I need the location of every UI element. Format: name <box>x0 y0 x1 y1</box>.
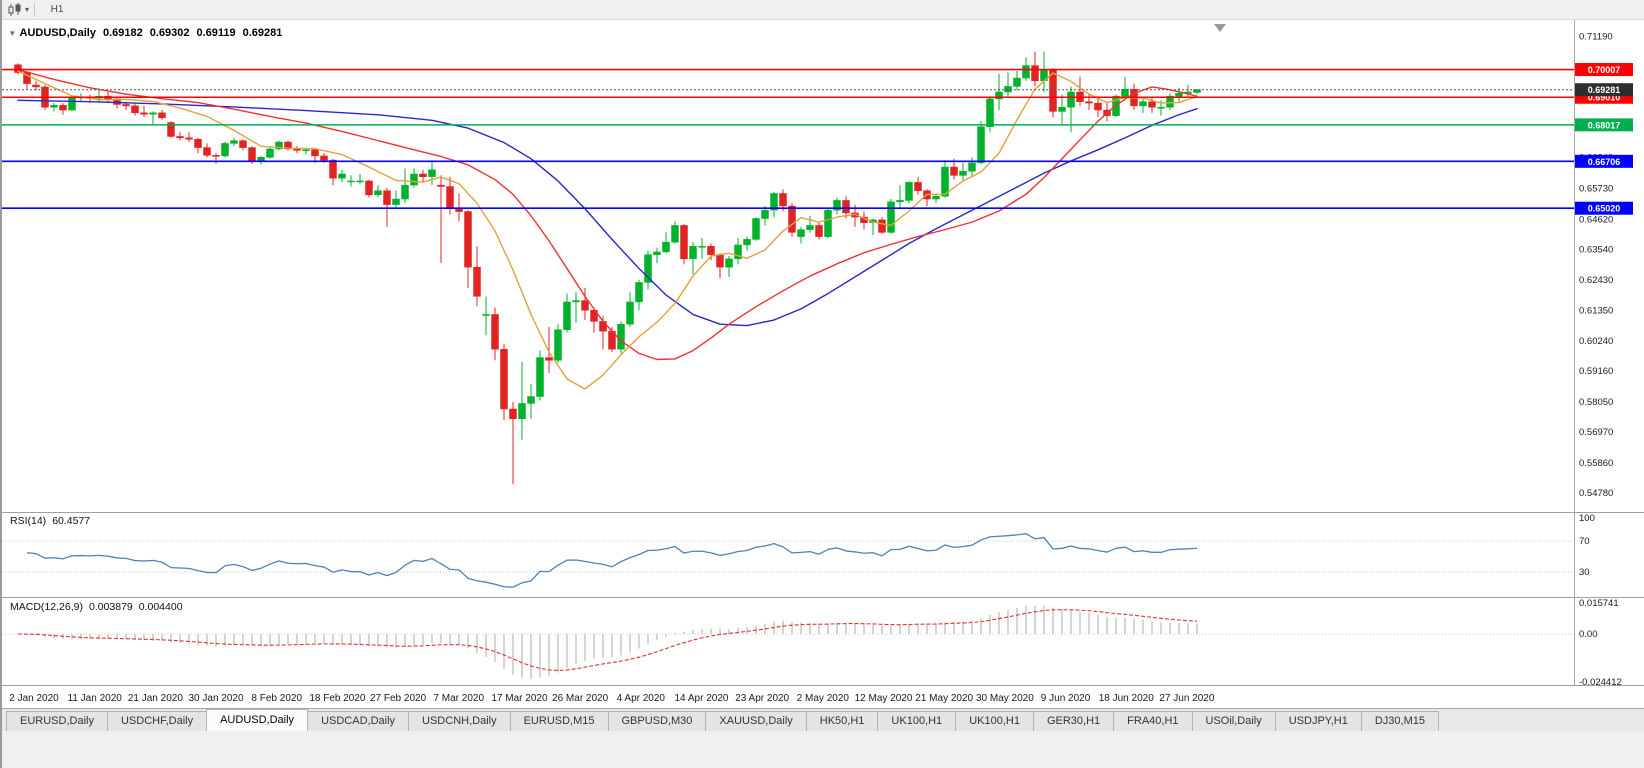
toolbar-separator <box>34 2 36 17</box>
price-line-badge <box>1575 154 1633 168</box>
svg-text:0.62430: 0.62430 <box>1579 275 1613 286</box>
chart-tab-usdjpy-h1[interactable]: USDJPY,H1 <box>1274 711 1362 731</box>
timeframe-button-h1[interactable]: H1 <box>50 3 64 15</box>
svg-text:17 Mar 2020: 17 Mar 2020 <box>491 693 548 704</box>
svg-text:18 Feb 2020: 18 Feb 2020 <box>309 693 366 704</box>
svg-text:0.58050: 0.58050 <box>1579 397 1613 408</box>
svg-text:0.65730: 0.65730 <box>1579 183 1613 194</box>
rsi-value: 60.4577 <box>52 515 91 527</box>
svg-text:0.68017: 0.68017 <box>1588 120 1621 130</box>
chart-symbol-label: AUDUSD,Daily <box>19 27 96 39</box>
rsi-line <box>26 533 1198 588</box>
svg-text:0.56970: 0.56970 <box>1579 427 1613 438</box>
ohlc-low: 0.69119 <box>196 27 236 39</box>
chart-tab-eurusd-m15[interactable]: EURUSD,M15 <box>509 711 609 731</box>
date-axis-labels: 2 Jan 2020 11 Jan 2020 21 Jan 2020 30 Jan 2… <box>9 693 1215 704</box>
macd-signal-value: 0.004400 <box>138 601 183 613</box>
macd-main-value: 0.003879 <box>88 601 133 613</box>
svg-text:21 May 2020: 21 May 2020 <box>915 693 973 704</box>
svg-text:0.00: 0.00 <box>1579 629 1598 640</box>
svg-text:0.66706: 0.66706 <box>1588 157 1621 167</box>
rsi-name: RSI(14) <box>10 515 47 527</box>
svg-text:-0.024412: -0.024412 <box>1579 677 1622 688</box>
chart-tab-usdcad-daily[interactable]: USDCAD,Daily <box>307 711 410 731</box>
svg-text:0.61350: 0.61350 <box>1579 305 1613 316</box>
one-click-trading-caret-icon[interactable]: ▾ <box>10 28 15 38</box>
status-bar <box>2 731 1644 768</box>
price-line-badge <box>1575 118 1633 132</box>
svg-text:0.54780: 0.54780 <box>1579 488 1613 499</box>
price-line-badge <box>1575 201 1633 215</box>
chart-canvas[interactable]: 0.711900.701100.690000.679200.668400.657… <box>2 20 1644 708</box>
chart-tab-hk50-h1[interactable]: HK50,H1 <box>805 711 879 731</box>
chart-style-caret-icon[interactable]: ▾ <box>25 5 30 14</box>
macd-signal-line <box>17 609 1198 672</box>
svg-text:0.71190: 0.71190 <box>1579 32 1613 43</box>
chart-tab-xauusd-daily[interactable]: XAUUSD,Daily <box>705 711 807 731</box>
chart-tab-uk100-h1[interactable]: UK100,H1 <box>955 711 1034 731</box>
chart-tab-audusd-daily[interactable]: AUDUSD,Daily <box>206 709 309 731</box>
svg-text:12 May 2020: 12 May 2020 <box>855 693 913 704</box>
svg-text:0.70007: 0.70007 <box>1588 65 1621 75</box>
chart-tab-ger30-h1[interactable]: GER30,H1 <box>1032 711 1115 731</box>
svg-text:26 Mar 2020: 26 Mar 2020 <box>552 693 609 704</box>
macd-indicator-label: MACD(12,26,9) 0.003879 0.004400 <box>10 601 183 613</box>
svg-text:27 Feb 2020: 27 Feb 2020 <box>370 693 427 704</box>
toolbar: ▾ M1M5M15M30H1H4D1W1MN <box>2 0 1644 87</box>
svg-text:8 Feb 2020: 8 Feb 2020 <box>251 693 302 704</box>
svg-text:21 Jan 2020: 21 Jan 2020 <box>128 693 183 704</box>
svg-text:2 Jan 2020: 2 Jan 2020 <box>9 693 59 704</box>
svg-text:23 Apr 2020: 23 Apr 2020 <box>735 693 789 704</box>
chart-tab-dj30-m15[interactable]: DJ30,M15 <box>1360 711 1439 731</box>
chart-title: ▾ AUDUSD,Daily 0.69182 0.69302 0.69119 0.6928… <box>10 27 282 39</box>
svg-text:7 Mar 2020: 7 Mar 2020 <box>433 693 484 704</box>
candles <box>14 51 1201 485</box>
svg-text:30: 30 <box>1579 567 1590 578</box>
price-line-badge <box>1575 63 1633 77</box>
chart-tab-uk100-h1[interactable]: UK100,H1 <box>877 711 957 731</box>
ohlc-high: 0.69302 <box>149 27 190 39</box>
svg-text:0.63540: 0.63540 <box>1579 244 1613 255</box>
svg-text:30 May 2020: 30 May 2020 <box>976 693 1034 704</box>
chart-tab-gbpusd-m30[interactable]: GBPUSD,M30 <box>607 711 707 731</box>
svg-text:0.69010: 0.69010 <box>1588 93 1621 103</box>
ohlc-close: 0.69281 <box>242 27 283 39</box>
chart-shift-marker-icon[interactable] <box>1214 24 1226 32</box>
svg-text:27 Jun 2020: 27 Jun 2020 <box>1159 693 1214 704</box>
svg-text:0.64620: 0.64620 <box>1579 214 1613 225</box>
macd-name: MACD(12,26,9) <box>10 601 83 613</box>
svg-text:9 Jun 2020: 9 Jun 2020 <box>1041 693 1091 704</box>
macd-panel: 0.015741 0.00 -0.024412 <box>2 598 1622 688</box>
chart-background <box>2 20 1644 708</box>
svg-text:0.69281: 0.69281 <box>1588 85 1621 95</box>
rsi-indicator-label: RSI(14) 60.4577 <box>10 515 90 527</box>
svg-text:18 Jun 2020: 18 Jun 2020 <box>1099 693 1154 704</box>
chart-tab-fra40-h1[interactable]: FRA40,H1 <box>1113 711 1193 731</box>
rsi-panel: 100 70 30 <box>2 513 1595 588</box>
svg-text:70: 70 <box>1579 536 1590 547</box>
chart-tab-usdcnh-daily[interactable]: USDCNH,Daily <box>408 711 511 731</box>
candlestick-chart-icon[interactable] <box>6 2 24 17</box>
chart-tab-usdchf-daily[interactable]: USDCHF,Daily <box>106 711 208 731</box>
chart-tabs: EURUSD,Daily USDCHF,Daily AUDUSD,Daily USDC… <box>2 708 1644 731</box>
ma-mid-red <box>17 69 1198 361</box>
chart-tab-eurusd-daily[interactable]: EURUSD,Daily <box>6 711 108 731</box>
svg-text:30 Jan 2020: 30 Jan 2020 <box>189 693 244 704</box>
chart-area: 0.711900.701100.690000.679200.668400.657… <box>2 20 1644 708</box>
svg-text:2 May 2020: 2 May 2020 <box>797 693 850 704</box>
svg-text:0.65020: 0.65020 <box>1588 204 1621 214</box>
ma-fast-orange <box>17 70 1198 390</box>
svg-text:4 Apr 2020: 4 Apr 2020 <box>617 693 666 704</box>
svg-text:100: 100 <box>1579 513 1595 524</box>
svg-text:11 Jan 2020: 11 Jan 2020 <box>68 693 123 704</box>
chart-tab-usoil-daily[interactable]: USOil,Daily <box>1191 711 1276 731</box>
svg-text:0.59160: 0.59160 <box>1579 366 1613 377</box>
svg-text:0.55860: 0.55860 <box>1579 458 1613 469</box>
svg-text:14 Apr 2020: 14 Apr 2020 <box>675 693 729 704</box>
ohlc-open: 0.69182 <box>102 27 143 39</box>
price-line-badge <box>1575 83 1633 97</box>
svg-text:0.015741: 0.015741 <box>1579 598 1619 609</box>
svg-text:0.60240: 0.60240 <box>1579 336 1613 347</box>
